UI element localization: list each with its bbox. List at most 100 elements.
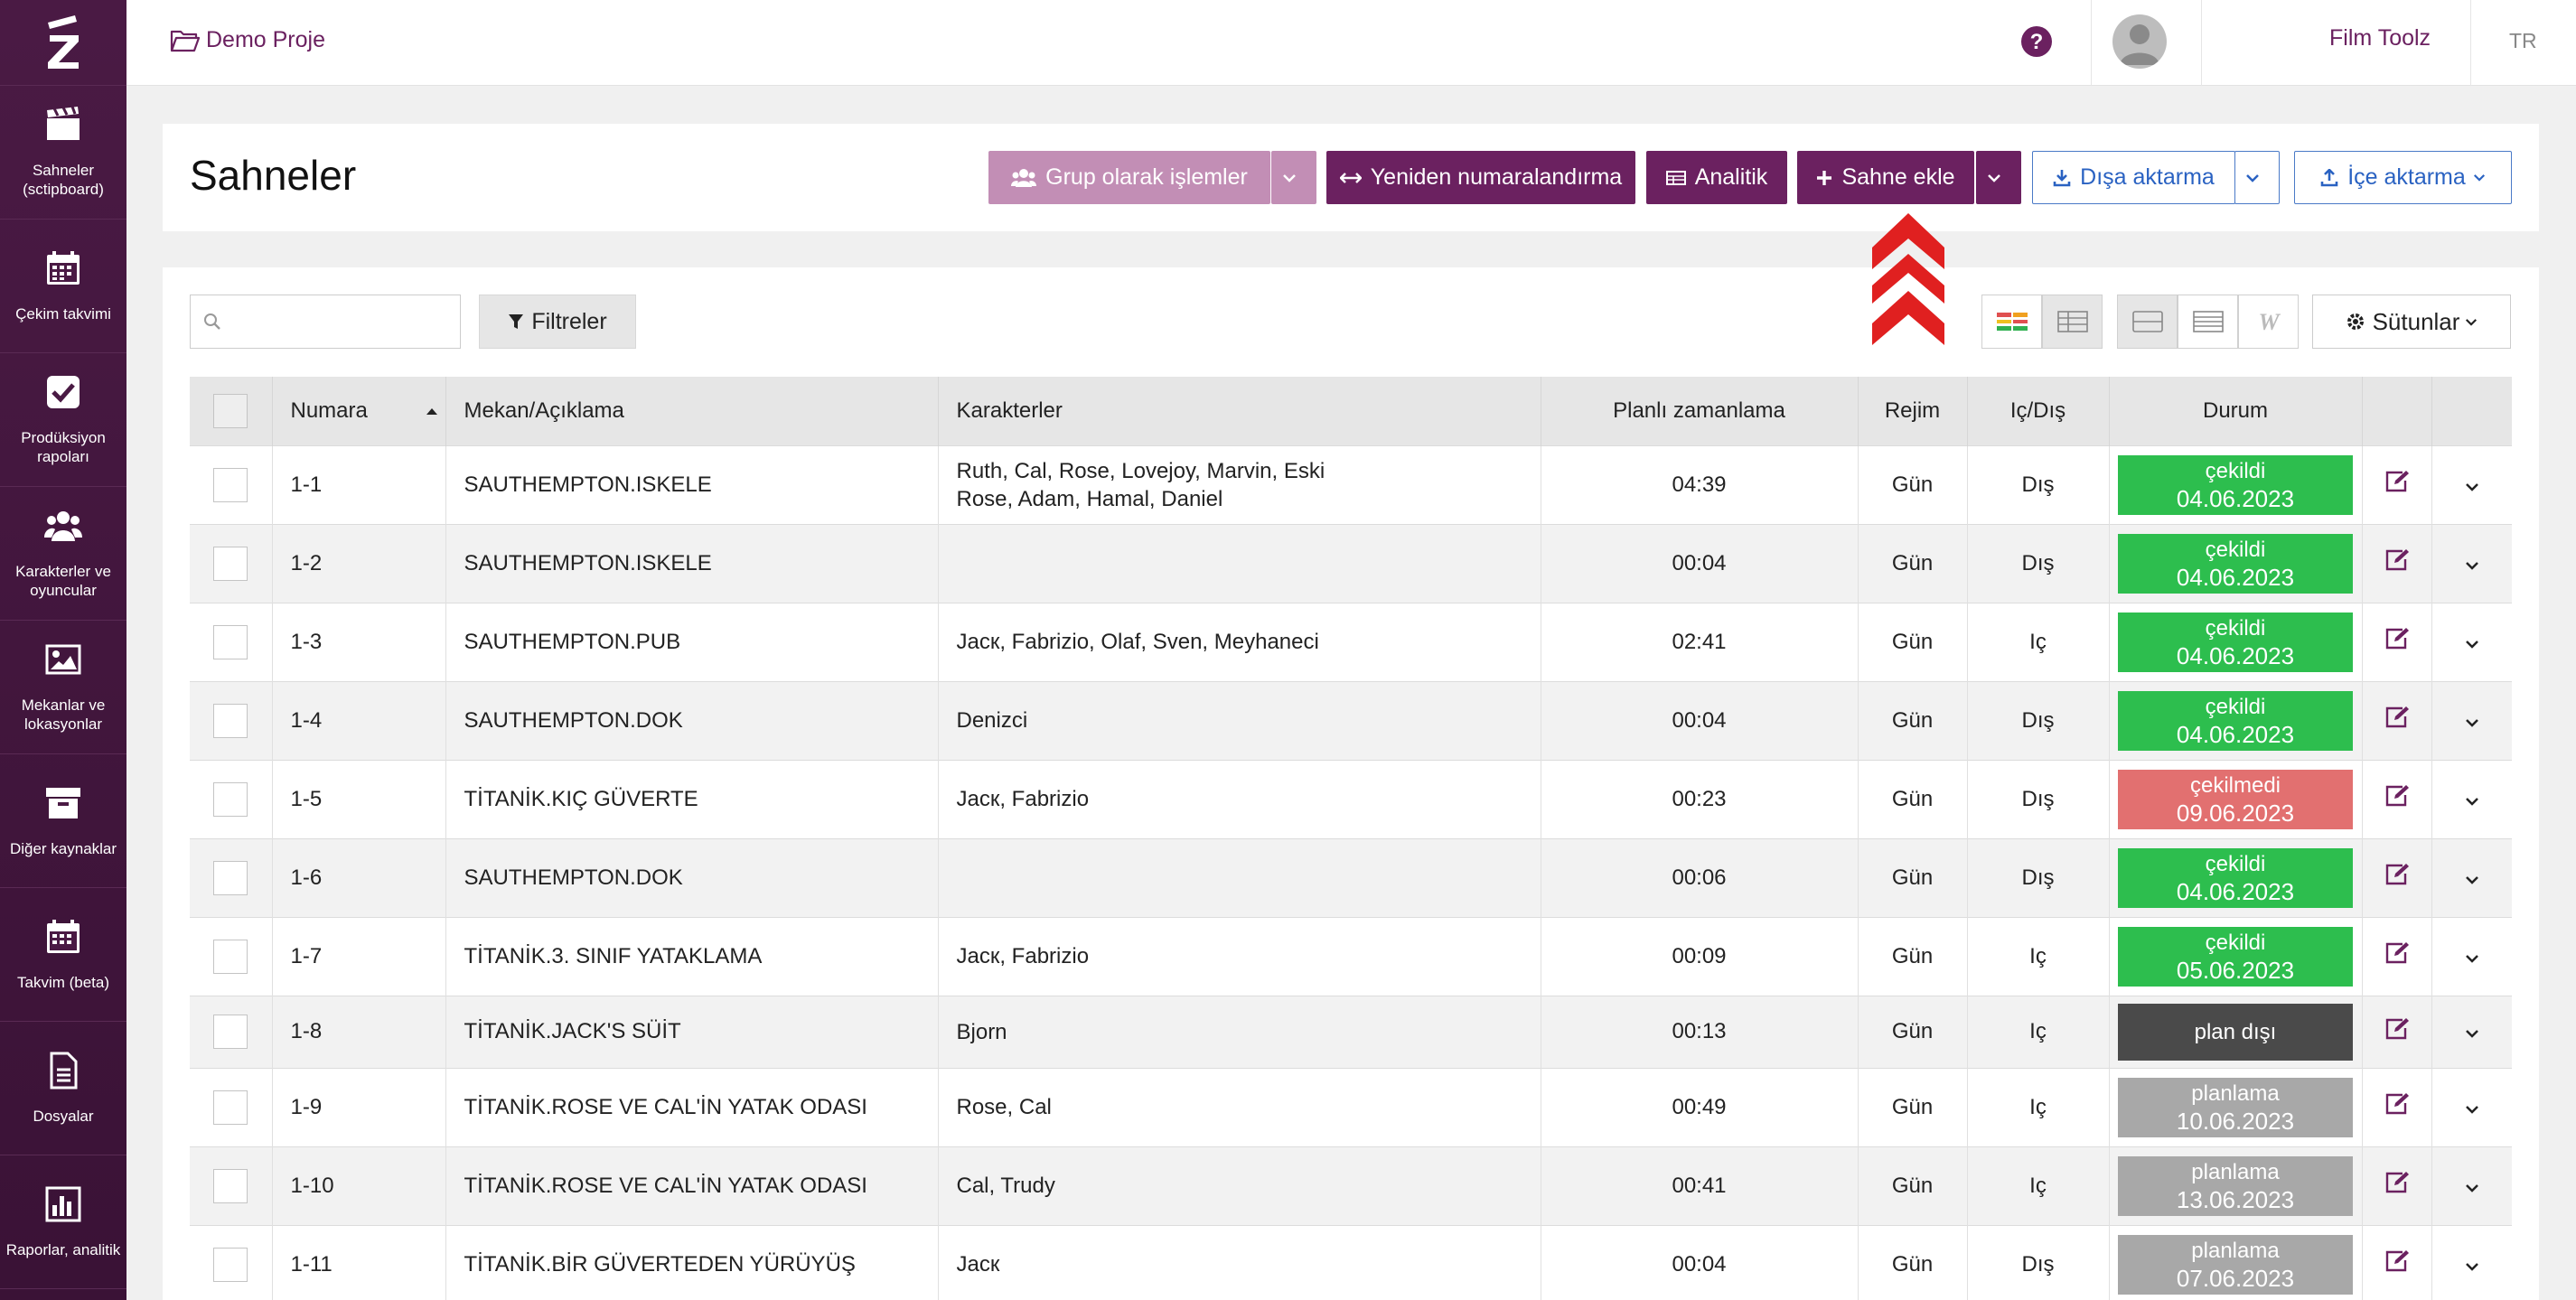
sidebar-item-6[interactable]: Takvim (beta): [0, 888, 126, 1022]
avatar[interactable]: [2112, 14, 2167, 69]
breadcrumb[interactable]: Demo Proje: [170, 27, 325, 53]
row-checkbox[interactable]: [213, 1090, 248, 1125]
grid-view-button[interactable]: [2042, 295, 2103, 349]
edit-icon[interactable]: [2384, 863, 2410, 886]
status-badge[interactable]: planlama 07.06.2023: [2118, 1234, 2353, 1295]
row-checkbox[interactable]: [213, 1247, 248, 1282]
status-badge[interactable]: çekildi 04.06.2023: [2118, 454, 2353, 515]
export-dropdown[interactable]: [2234, 151, 2280, 204]
chevron-down-icon[interactable]: [2465, 954, 2479, 963]
table-row[interactable]: 1-2 SAUTHEMPTON.ISKELE 00:04 Gün Dış çekildi 0…: [190, 523, 2512, 603]
status-badge[interactable]: çekildi 04.06.2023: [2118, 690, 2353, 751]
status-badge[interactable]: planlama 10.06.2023: [2118, 1077, 2353, 1137]
group-actions-dropdown[interactable]: [1271, 151, 1316, 204]
import-button[interactable]: İçe aktarma: [2294, 151, 2512, 204]
edit-icon[interactable]: [2384, 784, 2410, 808]
user-name[interactable]: Film Toolz: [2329, 25, 2431, 51]
row-checkbox[interactable]: [213, 703, 248, 738]
calendar-grid-icon: [44, 918, 82, 973]
add-scene-button[interactable]: Sahne ekle: [1797, 151, 1974, 204]
table-row[interactable]: 1-1 SAUTHEMPTON.ISKELE Ruth, Cal, Rose, Lo…: [190, 444, 2512, 524]
status-badge[interactable]: plan dışı: [2118, 1003, 2353, 1061]
search-box[interactable]: [190, 295, 461, 349]
table-row[interactable]: 1-4 SAUTHEMPTON.DOK Denizci 00:04 Gün Dış çeki…: [190, 680, 2512, 760]
col-number[interactable]: Numara: [272, 377, 446, 445]
row-checkbox[interactable]: [213, 546, 248, 581]
search-input[interactable]: [230, 310, 447, 333]
table-row[interactable]: 1-11 TİTANİK.BİR GÜVERTEDEN YÜRÜYÜŞ Jacк 00…: [190, 1224, 2512, 1300]
row-checkbox[interactable]: [213, 781, 248, 817]
table-row[interactable]: 1-6 SAUTHEMPTON.DOK 00:06 Gün Dış çekildi 04.0…: [190, 837, 2512, 917]
row-checkbox[interactable]: [213, 467, 248, 502]
color-view-button[interactable]: [1981, 295, 2042, 349]
sidebar-item-7[interactable]: Dosyalar: [0, 1022, 126, 1155]
sidebar-item-2[interactable]: Prodüksiyon rapoları: [0, 353, 126, 487]
language-switch[interactable]: TR: [2509, 29, 2537, 52]
edit-icon[interactable]: [2384, 627, 2410, 650]
row-checkbox[interactable]: [213, 939, 248, 974]
chevron-down-icon[interactable]: [2465, 797, 2479, 806]
row-checkbox[interactable]: [213, 860, 248, 895]
scene-location: SAUTHEMPTON.PUB: [445, 602, 939, 681]
edit-icon[interactable]: [2384, 1171, 2410, 1194]
table-row[interactable]: 1-10 TİTANİK.ROSE VE CAL'İN YATAK ODASI Ca…: [190, 1146, 2512, 1225]
col-characters[interactable]: Karakterler: [938, 377, 1541, 445]
sidebar-item-3[interactable]: Karakterler ve oyuncular: [0, 487, 126, 621]
edit-icon[interactable]: [2384, 548, 2410, 572]
status-badge[interactable]: çekilmedi 09.06.2023: [2118, 769, 2353, 829]
row-checkbox[interactable]: [213, 624, 248, 659]
table-row[interactable]: 1-8 TİTANİK.JACK'S SÜİT Bjorn 00:13 Gün Iç pla…: [190, 995, 2512, 1068]
col-location[interactable]: Mekan/Açıklama: [445, 377, 939, 445]
chevron-down-icon[interactable]: [2465, 1183, 2479, 1192]
chevron-down-icon[interactable]: [2465, 640, 2479, 649]
row-checkbox[interactable]: [213, 1168, 248, 1203]
edit-icon[interactable]: [2384, 1092, 2410, 1116]
col-inout[interactable]: Iç/Dış: [1967, 377, 2110, 445]
edit-icon[interactable]: [2384, 1017, 2410, 1041]
status-badge[interactable]: çekildi 05.06.2023: [2118, 926, 2353, 987]
edit-icon[interactable]: [2384, 941, 2410, 965]
chevron-down-icon[interactable]: [2465, 1029, 2479, 1038]
col-planned[interactable]: Planlı zamanlama: [1541, 377, 1859, 445]
wide-rows-button[interactable]: [2117, 295, 2178, 349]
word-export-button[interactable]: W: [2238, 295, 2299, 349]
chevron-down-icon[interactable]: [2465, 718, 2479, 727]
add-scene-dropdown[interactable]: [1976, 151, 2021, 204]
group-actions-button[interactable]: Grup olarak işlemler: [988, 151, 1270, 204]
edit-icon[interactable]: [2384, 706, 2410, 729]
export-button[interactable]: Dışa aktarma: [2032, 151, 2235, 204]
col-status[interactable]: Durum: [2109, 377, 2363, 445]
sidebar-item-0[interactable]: Sahneler (sctipboard): [0, 86, 126, 220]
sidebar-item-4[interactable]: Mekanlar ve lokasyonlar: [0, 621, 126, 754]
analytics-button[interactable]: Analitik: [1646, 151, 1787, 204]
compact-rows-button[interactable]: [2178, 295, 2238, 349]
select-all-checkbox[interactable]: [213, 393, 248, 428]
table-row[interactable]: 1-3 SAUTHEMPTON.PUB Jacк, Fabrizio, Olaf, …: [190, 602, 2512, 681]
scene-regime: Gün: [1858, 602, 1968, 681]
logo[interactable]: [0, 0, 126, 86]
scene-regime: Gün: [1858, 995, 1968, 1068]
edit-icon[interactable]: [2384, 470, 2410, 493]
col-regime[interactable]: Rejim: [1858, 377, 1968, 445]
columns-button[interactable]: Sütunlar: [2312, 295, 2511, 349]
help-icon[interactable]: ?: [2020, 25, 2053, 62]
renumber-button[interactable]: Yeniden numaralandırma: [1326, 151, 1635, 204]
status-badge[interactable]: çekildi 04.06.2023: [2118, 612, 2353, 672]
sidebar-item-8[interactable]: Raporlar, analitik: [0, 1155, 126, 1289]
sidebar-item-5[interactable]: Diğer kaynaklar: [0, 754, 126, 888]
chevron-down-icon[interactable]: [2465, 1105, 2479, 1114]
table-row[interactable]: 1-5 TİTANİK.KIÇ GÜVERTE Jacк, Fabrizio 00:2…: [190, 759, 2512, 838]
row-checkbox[interactable]: [213, 1015, 248, 1049]
table-row[interactable]: 1-7 TİTANİK.3. SINIF YATAKLAMA Jacк, Fabri…: [190, 916, 2512, 996]
chevron-down-icon[interactable]: [2465, 875, 2479, 884]
edit-icon[interactable]: [2384, 1249, 2410, 1273]
status-badge[interactable]: çekildi 04.06.2023: [2118, 533, 2353, 594]
status-badge[interactable]: çekildi 04.06.2023: [2118, 847, 2353, 908]
chevron-down-icon[interactable]: [2465, 482, 2479, 491]
sidebar-item-1[interactable]: Çekim takvimi: [0, 220, 126, 353]
chevron-down-icon[interactable]: [2465, 561, 2479, 570]
filters-button[interactable]: Filtreler: [479, 295, 636, 349]
chevron-down-icon[interactable]: [2465, 1262, 2479, 1271]
table-row[interactable]: 1-9 TİTANİK.ROSE VE CAL'İN YATAK ODASI Ros…: [190, 1067, 2512, 1146]
status-badge[interactable]: planlama 13.06.2023: [2118, 1155, 2353, 1216]
